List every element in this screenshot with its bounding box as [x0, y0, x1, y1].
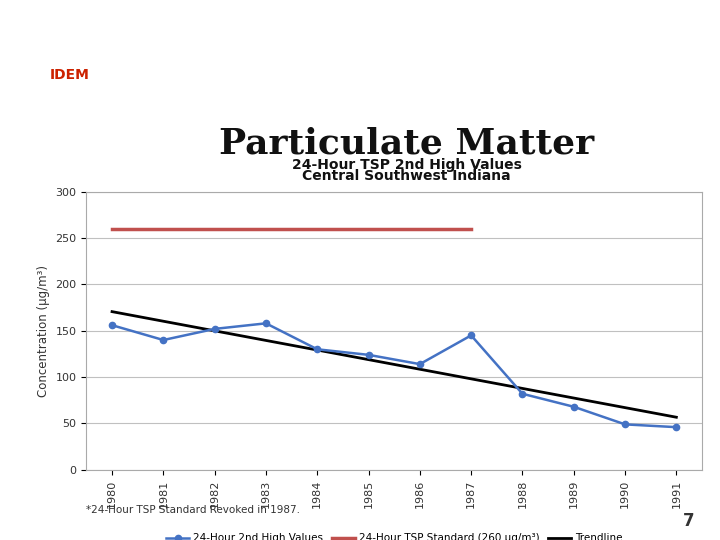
Legend: 24-Hour 2nd High Values, 24-Hour TSP Standard (260 µg/m³), Trendline: 24-Hour 2nd High Values, 24-Hour TSP Sta… — [162, 529, 626, 540]
24-Hour 2nd High Values — [467, 332, 475, 339]
Trendline — [109, 309, 118, 315]
24-Hour TSP Standard (260 µg/m³) — [108, 226, 117, 232]
24-Hour 2nd High Values — [108, 322, 117, 328]
Trendline — [619, 404, 628, 410]
Text: Air: Air — [147, 93, 166, 107]
Y-axis label: Concentration (µg/m³): Concentration (µg/m³) — [37, 265, 50, 397]
24-Hour 2nd High Values — [518, 390, 527, 397]
Trendline — [672, 414, 680, 421]
Text: Particulate Matter: Particulate Matter — [219, 126, 595, 160]
Text: Central Southwest Indiana: Central Southwest Indiana — [302, 168, 511, 183]
Line: 24-Hour 2nd High Values: 24-Hour 2nd High Values — [109, 320, 680, 430]
24-Hour 2nd High Values — [570, 403, 578, 410]
Text: 24-Hour TSP 2nd High Values: 24-Hour TSP 2nd High Values — [292, 158, 522, 172]
Trendline — [444, 372, 452, 378]
24-Hour 2nd High Values — [159, 337, 168, 343]
24-Hour TSP Standard (260 µg/m³) — [467, 226, 475, 232]
24-Hour 2nd High Values — [210, 326, 219, 332]
24-Hour 2nd High Values — [621, 421, 629, 428]
Trendline — [583, 397, 592, 404]
24-Hour 2nd High Values — [261, 320, 270, 327]
Text: 7: 7 — [683, 512, 695, 530]
Trendline — [442, 371, 451, 377]
Text: *24-Hour TSP Standard Revoked in 1987.: *24-Hour TSP Standard Revoked in 1987. — [86, 505, 300, 515]
Trendline — [453, 373, 462, 380]
24-Hour 2nd High Values — [364, 352, 373, 358]
24-Hour 2nd High Values — [415, 361, 424, 367]
24-Hour 2nd High Values — [672, 424, 680, 430]
24-Hour 2nd High Values — [313, 346, 322, 353]
Trendline — [108, 308, 117, 315]
Text: We Protect Hoosiers and Our Environment: We Protect Hoosiers and Our Environment — [138, 70, 403, 80]
Text: IDEM: IDEM — [50, 69, 89, 82]
Line: Trendline: Trendline — [112, 312, 676, 417]
